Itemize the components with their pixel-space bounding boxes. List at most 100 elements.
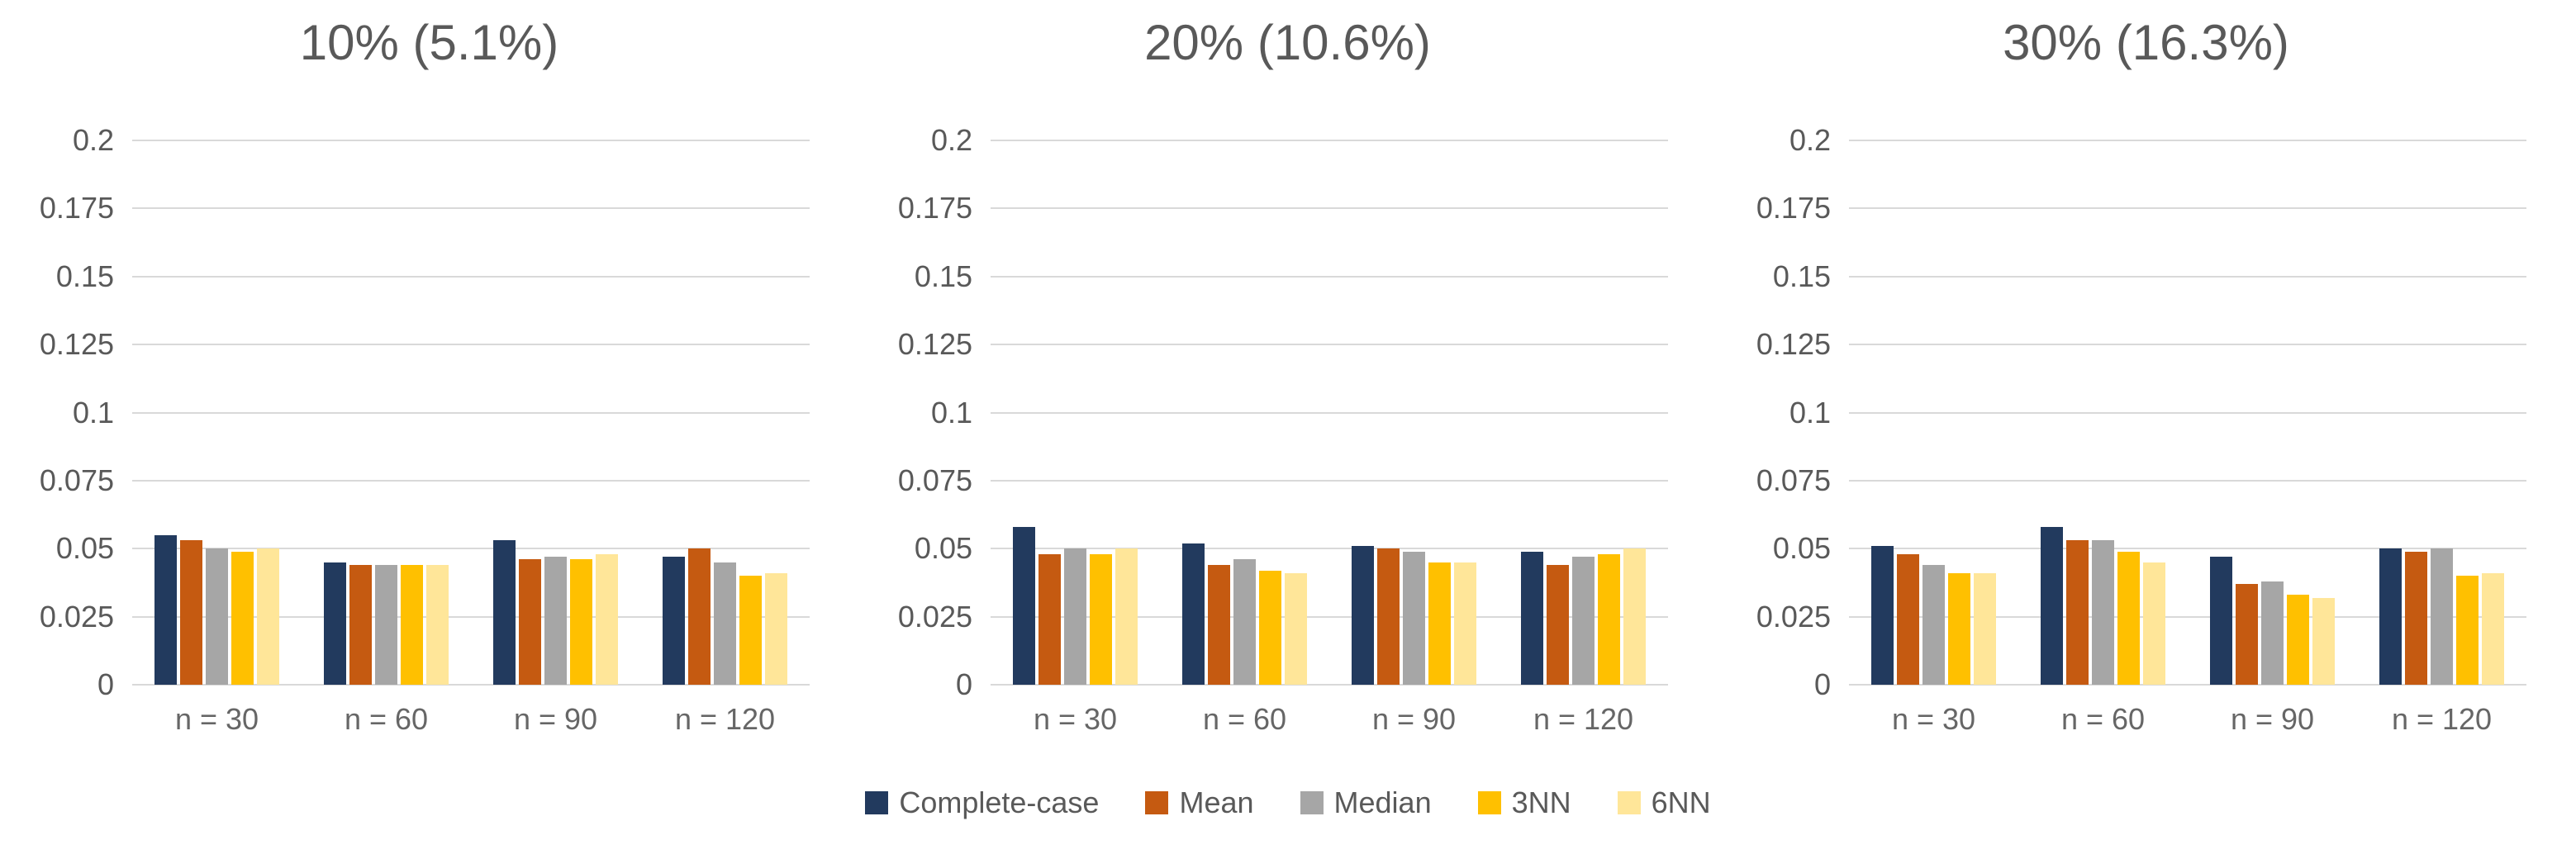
gridline (132, 275, 810, 278)
gridline (991, 479, 1668, 482)
bar-mean (1547, 565, 1569, 685)
bar-mean (1377, 548, 1400, 685)
legend-label: Complete-case (899, 785, 1100, 819)
bar-complete-case (2041, 526, 2063, 685)
gridline (1849, 275, 2526, 278)
bar-mean (2066, 540, 2089, 685)
legend-swatch (1477, 791, 1501, 814)
gridline (132, 207, 810, 210)
x-axis-category-label: n = 90 (1371, 702, 1457, 736)
bar-3nn (1428, 562, 1451, 685)
gridline (132, 411, 810, 414)
legend-item: Median (1300, 786, 1432, 819)
bar-3nn (739, 576, 762, 685)
bar-mean (2405, 551, 2427, 685)
x-axis-category-label: n = 120 (674, 702, 776, 736)
bar-6nn (1454, 562, 1476, 685)
bar-group: n = 60 (2018, 140, 2188, 736)
bar-mean (1208, 565, 1230, 685)
gridline (991, 684, 1668, 686)
y-axis-tick-label: 0.1 (1789, 395, 1831, 430)
bar-group: n = 60 (302, 140, 471, 736)
gridline (132, 479, 810, 482)
bar-group: n = 120 (1499, 140, 1668, 736)
bar-3nn (231, 551, 254, 685)
y-axis-tick-label: 0.125 (39, 327, 114, 362)
bar-6nn (1974, 572, 1996, 685)
bar-group: n = 90 (1329, 140, 1499, 736)
bar-median (206, 548, 228, 685)
bar-mean (2236, 584, 2258, 685)
legend-label: 6NN (1651, 785, 1711, 819)
gridline (132, 344, 810, 346)
legend-item: 6NN (1617, 785, 1711, 819)
legend-swatch (1617, 791, 1641, 814)
bar-6nn (257, 548, 279, 685)
gridline (991, 140, 1668, 141)
legend-swatch (865, 791, 889, 814)
bar-group: n = 90 (471, 140, 640, 736)
bar-median (714, 562, 736, 685)
y-axis-tick-label: 0.175 (897, 191, 972, 225)
gridline (132, 548, 810, 550)
y-axis-tick-label: 0.075 (39, 463, 114, 497)
y-axis-tick-label: 0.05 (914, 531, 972, 566)
bar-median (1403, 551, 1425, 685)
y-axis-tick-label: 0.15 (55, 259, 114, 293)
bar-3nn (401, 565, 423, 685)
chart-body: 0.2 0.175 0.15 0.125 0.1 0.075 0.05 0.025 0 n = 3… (898, 126, 1717, 736)
bar-6nn (2143, 562, 2165, 685)
bar-3nn (2287, 595, 2309, 685)
bar-group: n = 30 (1849, 140, 2018, 736)
bar-complete-case (493, 540, 516, 685)
bar-mean (519, 559, 541, 685)
legend-swatch (1300, 791, 1324, 814)
bar-complete-case (663, 557, 685, 685)
bar-median (2092, 540, 2114, 685)
bar-median (2431, 548, 2453, 685)
bar-group: n = 120 (2357, 140, 2526, 736)
bar-6nn (2312, 597, 2335, 685)
chart-body: 0.2 0.175 0.15 0.125 0.1 0.075 0.05 0.025 0 n = 3… (1756, 126, 2575, 736)
gridline (1849, 344, 2526, 346)
bar-6nn (2482, 572, 2504, 685)
y-axis-tick-label: 0.2 (72, 123, 114, 157)
bar-complete-case (1521, 551, 1543, 685)
gridline (1849, 548, 2526, 550)
gridline (1849, 479, 2526, 482)
y-axis-tick-label: 0.175 (1756, 191, 1831, 225)
y-axis-tick-label: 0.025 (1756, 599, 1831, 634)
plot-area: 0.2 0.175 0.15 0.125 0.1 0.075 0.05 0.025 0 n = 3… (1756, 126, 2526, 736)
bar-median (1064, 548, 1086, 685)
gridline (1849, 140, 2526, 141)
bar-3nn (2456, 576, 2479, 685)
x-axis-category-label: n = 120 (2391, 702, 2493, 736)
x-axis-category-label: n = 30 (174, 702, 259, 736)
chart-title: 10% (5.1%) (299, 15, 559, 70)
bar-3nn (570, 559, 592, 685)
bar-complete-case (324, 562, 346, 685)
chart-panel: 30% (16.3%) 0.2 0.175 0.15 0.125 0.1 0.075 0.0… (1717, 0, 2575, 736)
legend-item: 3NN (1477, 786, 1571, 819)
bar-3nn (1090, 553, 1112, 685)
gridline (1849, 684, 2526, 686)
y-axis-tick-label: 0.125 (1756, 327, 1831, 362)
bar-complete-case (1182, 543, 1205, 685)
gridline (991, 344, 1668, 346)
bar-mean (180, 540, 202, 685)
bar-group: n = 30 (991, 140, 1160, 736)
chart-title: 30% (16.3%) (2003, 15, 2289, 70)
bar-complete-case (1352, 545, 1374, 685)
y-axis-tick-label: 0.15 (914, 259, 972, 293)
legend-label: Median (1333, 785, 1432, 819)
y-axis-tick-label: 0.2 (930, 123, 972, 157)
bar-median (544, 557, 567, 685)
bar-6nn (765, 572, 787, 685)
gridline (991, 275, 1668, 278)
bar-6nn (426, 565, 449, 685)
bar-6nn (596, 553, 618, 685)
plot-area: 0.2 0.175 0.15 0.125 0.1 0.075 0.05 0.025 0 n = 3… (40, 126, 810, 736)
bar-group: n = 30 (132, 140, 302, 736)
y-axis-tick-label: 0.125 (897, 327, 972, 362)
x-axis-category-label: n = 30 (1033, 702, 1118, 736)
